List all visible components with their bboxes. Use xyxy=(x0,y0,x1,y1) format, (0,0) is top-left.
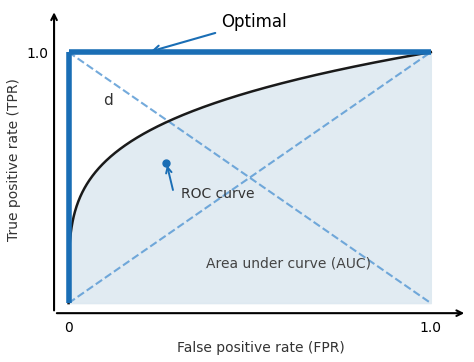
X-axis label: False positive rate (FPR): False positive rate (FPR) xyxy=(177,341,345,355)
Text: d: d xyxy=(103,93,113,108)
Text: ROC curve: ROC curve xyxy=(181,187,255,201)
Text: Optimal: Optimal xyxy=(153,13,286,52)
Text: Area under curve (AUC): Area under curve (AUC) xyxy=(206,257,371,271)
Y-axis label: True positive rate (TPR): True positive rate (TPR) xyxy=(7,79,21,241)
